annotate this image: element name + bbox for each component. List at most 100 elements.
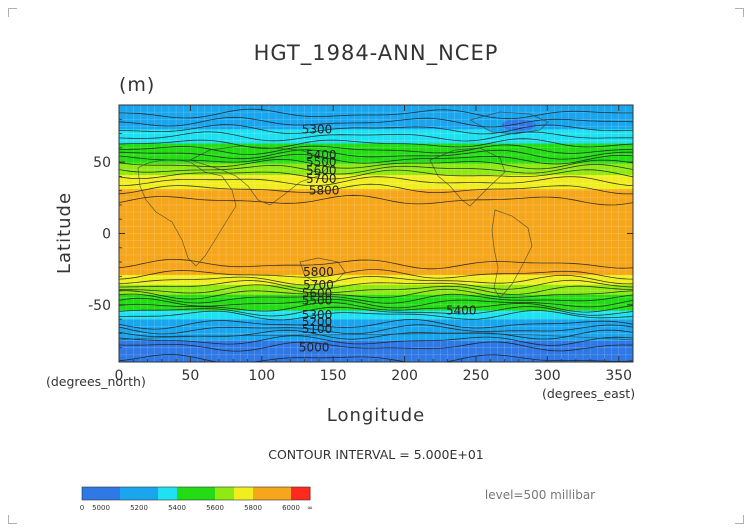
x-axis-title: Longitude [327,405,426,426]
colorbar-label: 6000 [282,504,300,512]
contour-label: 5300 [302,308,333,322]
band-lat-75 [119,126,633,129]
units-label: (m) [119,74,155,96]
band-lat-56 [119,153,633,156]
band-lat--54 [119,310,633,313]
band-lat-0 [119,233,633,236]
band-lat--1 [119,234,633,237]
band-lat-38 [119,179,633,182]
contour-line [119,274,633,286]
contour-label: 5700 [303,278,334,292]
band-lat--27 [119,272,633,275]
band-lat--69 [119,332,633,335]
band-lat-26 [119,196,633,199]
band-lat-41 [119,174,633,177]
band-lat-6 [119,224,633,227]
band-lat--81 [119,349,633,352]
band-lat-80 [119,119,633,122]
y-unit-label: (degrees_north) [46,374,146,389]
band-lat--13 [119,252,633,255]
colorbar-swatch [291,487,311,500]
band-lat-52 [119,159,633,162]
band-lat-25 [119,197,633,200]
band-lat-53 [119,157,633,160]
band-lat-5 [119,226,633,229]
x-tick-label: 200 [391,368,418,384]
band-lat--46 [119,299,633,302]
band-lat--47 [119,300,633,303]
band-lat-13 [119,214,633,217]
band-lat--41 [119,292,633,295]
contour-line [119,124,633,135]
band-lat-61 [119,146,633,149]
contour-line [119,279,633,290]
band-lat--24 [119,267,633,270]
colorbar-label: 5600 [206,504,224,512]
band-lat-27 [119,194,633,197]
y-tick-label: -50 [88,298,111,314]
colorbar-swatch [139,487,159,500]
contour-line [119,108,633,120]
band-lat-60 [119,147,633,150]
band-lat--21 [119,263,633,266]
band-lat--25 [119,269,633,272]
band-lat-54 [119,156,633,159]
band-lat--60 [119,319,633,322]
band-lat-63 [119,143,633,146]
contour-line [119,154,633,165]
band-lat--36 [119,284,633,287]
x-axis: 0 50 100 150 200 250 300 350 [115,105,632,384]
band-lat-28 [119,193,633,196]
band-lat-43 [119,172,633,175]
band-lat--8 [119,244,633,247]
band-lat--84 [119,353,633,356]
x-tick-label: 150 [320,368,347,384]
y-tick-label: 50 [93,155,111,171]
contour-line [119,324,633,335]
contour-line [119,149,633,160]
band-lat-72 [119,130,633,133]
band-lat-82 [119,116,633,119]
contour-line [119,116,633,128]
band-lat-87 [119,109,633,112]
band-lat--64 [119,324,633,327]
band-lat-32 [119,187,633,190]
contour-line [119,259,633,270]
band-lat-86 [119,110,633,113]
x-tick-label: 50 [181,368,199,384]
band-lat--61 [119,320,633,323]
band-lat--87 [119,357,633,360]
band-lat--7 [119,243,633,246]
band-lat-55 [119,154,633,157]
x-unit-label: (degrees_east) [542,386,635,401]
band-lat-90 [119,105,633,108]
colorbar-swatch [234,487,254,500]
band-lat-50 [119,162,633,165]
band-lat--20 [119,262,633,265]
band-lat--31 [119,277,633,280]
band-lat-78 [119,122,633,125]
contour-label: 5600 [302,286,333,300]
colorbar-swatch [253,487,273,500]
corner-mark-br [735,515,744,524]
band-lat--71 [119,334,633,337]
band-lat--26 [119,270,633,273]
band-lat--77 [119,343,633,346]
band-lat--51 [119,306,633,309]
band-lat--4 [119,239,633,242]
band-lat-65 [119,140,633,143]
contour-line [119,335,633,346]
colorbar-frame [81,486,311,501]
latitude-bands [119,105,633,362]
x-tick-label: 0 [115,368,124,384]
band-lat-29 [119,192,633,195]
band-lat-37 [119,180,633,183]
band-lat-18 [119,207,633,210]
band-lat--11 [119,249,633,252]
contour-label: 5400 [306,148,337,162]
colorbar-label: 5400 [168,504,186,512]
contour-label: 5800 [309,184,340,198]
band-lat--33 [119,280,633,283]
contour-line [119,169,633,180]
